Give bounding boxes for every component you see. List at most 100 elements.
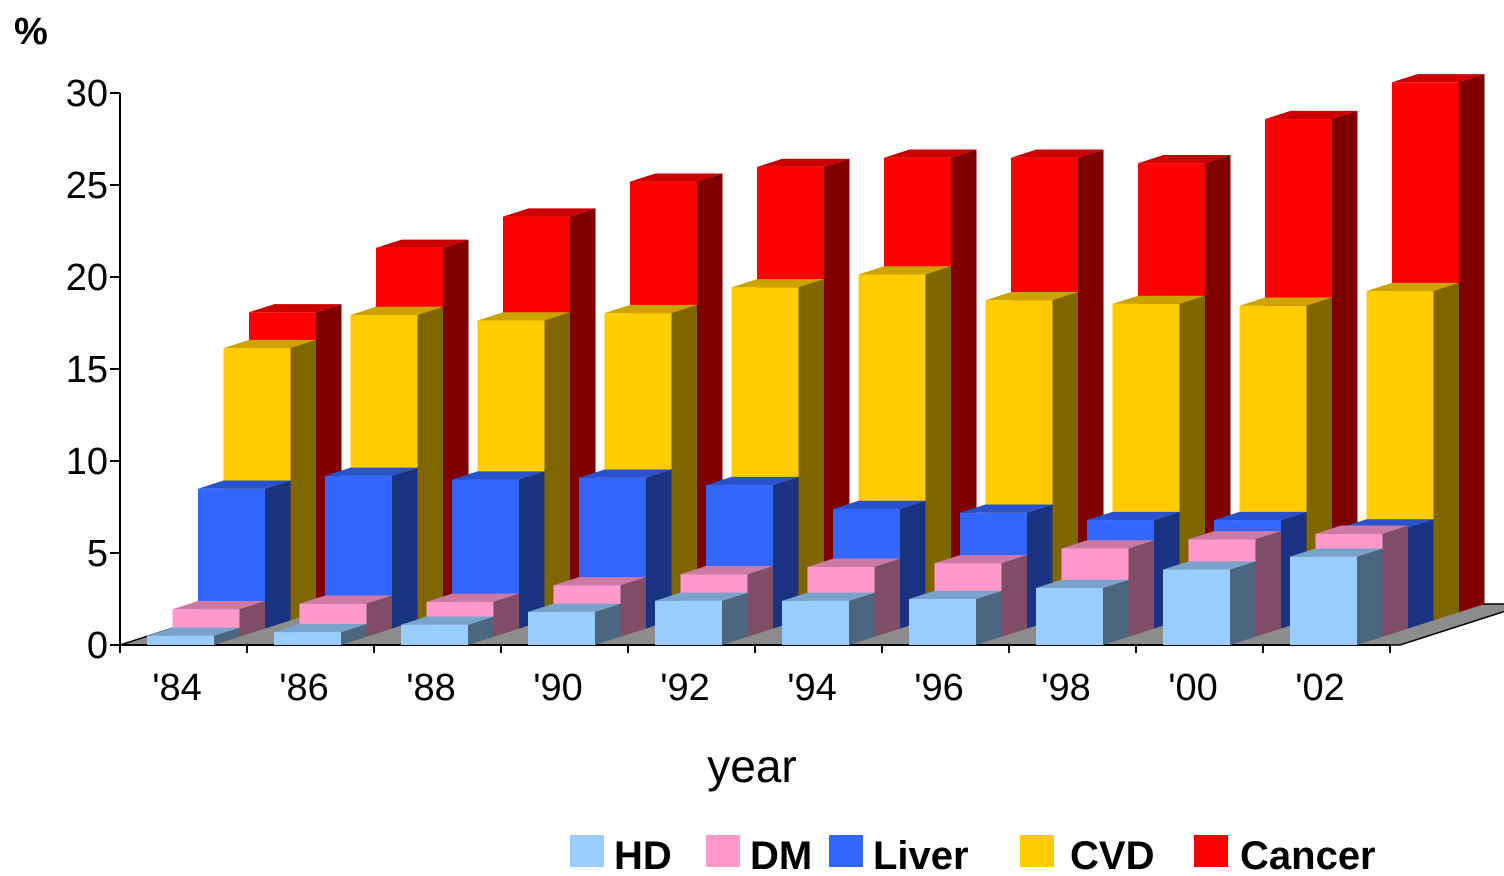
x-tick-label: '88 — [406, 667, 456, 709]
legend: HD DM Liver CVD Cancer — [570, 834, 1376, 876]
bar-side-cancer — [1459, 74, 1485, 613]
legend-label-cvd: CVD — [1070, 834, 1154, 876]
bars — [147, 74, 1485, 645]
bar-side-cancer — [1332, 110, 1358, 613]
legend-swatch-hd — [570, 835, 604, 867]
bar-top-liver — [960, 504, 1053, 513]
bar-side-cvd — [544, 312, 570, 621]
bar-top-liver — [579, 469, 672, 478]
bar-top-dm — [1315, 525, 1408, 534]
bar-top-cvd — [1366, 282, 1459, 292]
x-axis-label: year — [707, 740, 796, 792]
bar-side-hd — [468, 616, 494, 645]
legend-label-dm: DM — [750, 834, 812, 876]
y-tick-label: 25 — [66, 165, 108, 207]
bar-top-dm — [680, 566, 773, 575]
bar-side-liver — [773, 476, 799, 629]
bar-hd — [401, 616, 494, 645]
bar-side-hd — [341, 623, 367, 645]
bar-top-cancer — [1138, 155, 1231, 164]
bar-hd — [1290, 548, 1383, 645]
bar-side-hd — [595, 603, 621, 645]
bar-top-hd — [528, 603, 621, 612]
bar-top-hd — [655, 592, 748, 601]
bar-top-cvd — [223, 339, 316, 349]
bar-side-cvd — [671, 304, 697, 621]
bar-side-dm — [620, 577, 646, 637]
x-tick-label: '90 — [533, 667, 583, 709]
legend-swatch-cvd — [1020, 835, 1054, 867]
y-axis-label: % — [14, 11, 48, 53]
bar-front-hd — [1036, 587, 1103, 645]
legend-item-hd: HD — [570, 834, 672, 876]
y-tick-label: 15 — [66, 349, 108, 391]
bar-side-cvd — [925, 266, 951, 621]
bar-side-dm — [366, 595, 392, 637]
bar-side-hd — [1357, 548, 1383, 645]
bar-top-cancer — [1392, 74, 1485, 83]
bar-top-cvd — [1239, 297, 1332, 306]
bar-side-cvd — [798, 279, 824, 621]
legend-label-hd: HD — [614, 834, 672, 876]
bar-side-cancer — [1205, 155, 1231, 613]
x-tick-label: '96 — [914, 667, 964, 709]
bar-front-hd — [1290, 556, 1357, 645]
y-tick-label: 0 — [87, 625, 108, 667]
bar-side-hd — [214, 627, 240, 645]
x-ticks: '84 '86 '88 '90 '92 '94 '96 '98 '00 '02 — [119, 645, 1391, 709]
bar-hd — [1163, 561, 1256, 645]
bar-top-cancer — [630, 173, 723, 182]
bar-front-hd — [274, 632, 341, 645]
bar-front-hd — [655, 600, 722, 645]
bar-hd — [782, 592, 875, 645]
bar-hd — [274, 623, 367, 645]
bar-side-cvd — [1433, 282, 1459, 621]
bar-top-hd — [401, 616, 494, 625]
legend-item-liver: Liver — [829, 834, 969, 876]
bar-top-cancer — [757, 158, 850, 167]
bar-side-hd — [976, 590, 1002, 645]
bar-top-liver — [833, 500, 926, 509]
legend-item-dm: DM — [706, 834, 812, 876]
bar-hd — [528, 603, 621, 645]
bar-side-dm — [239, 601, 265, 637]
y-ticks: 0 5 10 15 20 25 30 — [66, 73, 120, 667]
bar-front-hd — [147, 635, 214, 645]
bar-top-dm — [299, 595, 392, 604]
bar-side-liver — [1408, 519, 1434, 629]
x-tick-label: '00 — [1168, 667, 1218, 709]
bar-side-cvd — [1052, 292, 1078, 621]
bar-top-dm — [807, 558, 900, 567]
bar-top-liver — [452, 471, 545, 480]
bar-side-cvd — [290, 339, 316, 621]
bar-top-dm — [934, 555, 1027, 564]
legend-item-cvd: CVD — [1020, 834, 1154, 876]
bar-side-hd — [722, 592, 748, 645]
bar-front-hd — [782, 600, 849, 645]
bar-top-hd — [147, 627, 240, 636]
bar-top-dm — [426, 593, 519, 602]
bar-top-liver — [198, 480, 291, 489]
legend-swatch-cancer — [1194, 835, 1228, 867]
bar-top-cvd — [731, 279, 824, 288]
bar-top-hd — [1163, 561, 1256, 570]
bar-side-dm — [1382, 525, 1408, 637]
y-tick-label: 5 — [87, 533, 108, 575]
x-tick-label: '84 — [152, 667, 202, 709]
x-tick-label: '02 — [1295, 667, 1345, 709]
bar-top-hd — [1290, 548, 1383, 557]
bar-top-cvd — [858, 266, 951, 275]
bar-top-cvd — [477, 312, 570, 321]
bar-top-dm — [1188, 531, 1281, 540]
legend-swatch-liver — [829, 835, 863, 867]
bar-hd — [147, 627, 240, 645]
bar-hd — [909, 590, 1002, 645]
bar-top-cancer — [1265, 110, 1358, 120]
x-tick-label: '86 — [279, 667, 329, 709]
bar-top-hd — [274, 623, 367, 633]
legend-swatch-dm — [706, 835, 740, 867]
bar-top-dm — [553, 577, 646, 586]
bar-top-liver — [1214, 511, 1307, 521]
bar-side-liver — [392, 467, 418, 629]
